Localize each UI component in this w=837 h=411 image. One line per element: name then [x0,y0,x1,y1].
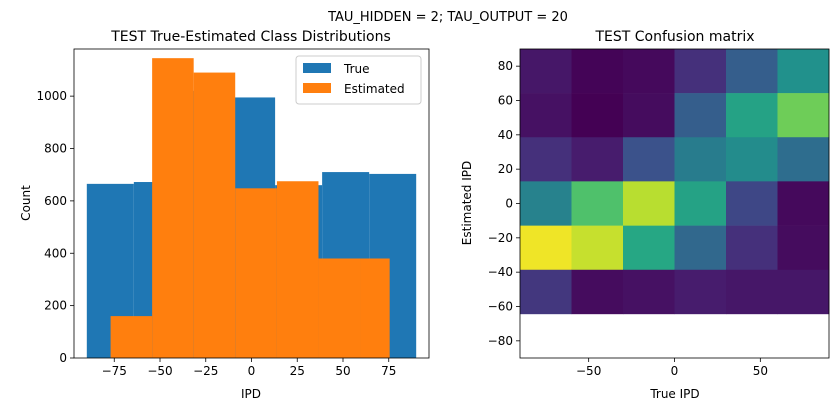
bar-estimated-3 [235,188,277,358]
bar-estimated-4 [276,181,319,358]
y-tick-label: 60 [498,94,513,108]
x-tick-label: −75 [102,364,127,378]
heatmap-cell-r0-c4 [726,49,778,94]
heatmap-cell-r5-c2 [623,269,675,315]
legend-label-estimated: Estimated [344,82,405,96]
heatmap-y-label: Estimated IPD [460,161,474,245]
histogram-x-label: IPD [241,387,261,401]
confusion-matrix-chart: TEST Confusion matrix −50 0 50 −80 −60 −40 −2… [460,29,830,401]
histogram-x-ticks: −75 −50 −25 0 25 50 75 [102,358,396,378]
histogram-title: TEST True-Estimated Class Distributions [110,29,391,45]
heatmap-cell-r4-c2 [623,225,675,271]
y-tick-label: 80 [498,59,513,73]
heatmap-cell-r2-c0 [520,137,572,182]
histogram-y-label: Count [19,185,33,221]
x-tick-label: −50 [576,364,601,378]
heatmap-cell-r0-c1 [571,49,624,94]
histogram-legend: True Estimated [295,55,422,105]
heatmap-cell-r3-c2 [623,181,675,226]
heatmap-cell-r4-c0 [520,225,572,271]
x-tick-label: −50 [147,364,172,378]
heatmap-cell-r3-c5 [777,181,830,226]
heatmap-cell-r1-c1 [571,93,624,138]
heatmap-cell-r0-c2 [623,49,675,94]
heatmap-cell-r1-c2 [623,93,675,138]
heatmap-cell-r5-c5 [777,269,830,315]
heatmap-cell-r3-c3 [674,181,727,226]
legend-swatch-estimated [303,83,331,93]
bar-estimated-1 [152,58,194,358]
heatmap-cell-r4-c1 [571,225,624,271]
x-tick-label: −25 [193,364,218,378]
heatmap-cell-r1-c3 [674,93,727,138]
heatmap-cell-r1-c4 [726,93,778,138]
y-tick-label: 20 [498,162,513,176]
y-tick-label: −80 [488,334,513,348]
heatmap-cell-r0-c5 [777,49,830,94]
heatmap-cell-r2-c3 [674,137,727,182]
heatmap-cell-r2-c5 [777,137,830,182]
histogram-y-ticks: 0 200 400 600 800 1000 [36,89,74,365]
y-tick-label: −20 [488,231,513,245]
heatmap-x-ticks: −50 0 50 [576,358,768,378]
heatmap-cell-r2-c2 [623,137,675,182]
y-tick-label: −60 [488,300,513,314]
heatmap-cell-r4-c3 [674,225,727,271]
y-tick-label: 0 [59,351,67,365]
y-tick-label: 200 [44,299,67,313]
bar-estimated-2 [193,72,236,358]
heatmap-cells [520,49,830,315]
y-tick-label: 800 [44,142,67,156]
histogram-chart: TEST True-Estimated Class Distributions … [19,29,430,401]
heatmap-y-ticks: −80 −60 −40 −20 0 20 40 60 80 [488,59,520,348]
bar-estimated-5 [318,258,361,358]
bar-estimated-6 [360,258,390,358]
x-tick-label: 0 [671,364,679,378]
heatmap-cell-r1-c0 [520,93,572,138]
y-tick-label: 600 [44,194,67,208]
heatmap-cell-r5-c0 [520,269,572,315]
heatmap-cell-r1-c5 [777,93,830,138]
x-tick-label: 25 [290,364,305,378]
legend-swatch-true [303,63,331,73]
heatmap-cell-r5-c1 [571,269,624,315]
bar-estimated-0 [110,316,153,358]
y-tick-label: 1000 [36,89,67,103]
heatmap-cell-r4-c5 [777,225,830,271]
histogram-bars [86,58,417,358]
heatmap-cell-r0-c3 [674,49,727,94]
heatmap-cell-r3-c1 [571,181,624,226]
x-tick-label: 50 [753,364,768,378]
heatmap-cell-r2-c1 [571,137,624,182]
y-tick-label: 40 [498,128,513,142]
heatmap-cell-r0-c0 [520,49,572,94]
heatmap-cell-r5-c3 [674,269,727,315]
y-tick-label: 0 [505,197,513,211]
y-tick-label: −40 [488,265,513,279]
figure-suptitle: TAU_HIDDEN = 2; TAU_OUTPUT = 20 [327,10,568,25]
heatmap-cell-r3-c4 [726,181,778,226]
heatmap-cell-r4-c4 [726,225,778,271]
heatmap-title: TEST Confusion matrix [594,29,754,45]
heatmap-cell-r5-c4 [726,269,778,315]
x-tick-label: 75 [381,364,396,378]
y-tick-label: 400 [44,246,67,260]
heatmap-cell-r3-c0 [520,181,572,226]
heatmap-cell-r2-c4 [726,137,778,182]
legend-label-true: True [343,62,370,76]
x-tick-label: 50 [335,364,350,378]
x-tick-label: 0 [248,364,256,378]
heatmap-x-label: True IPD [649,387,699,401]
